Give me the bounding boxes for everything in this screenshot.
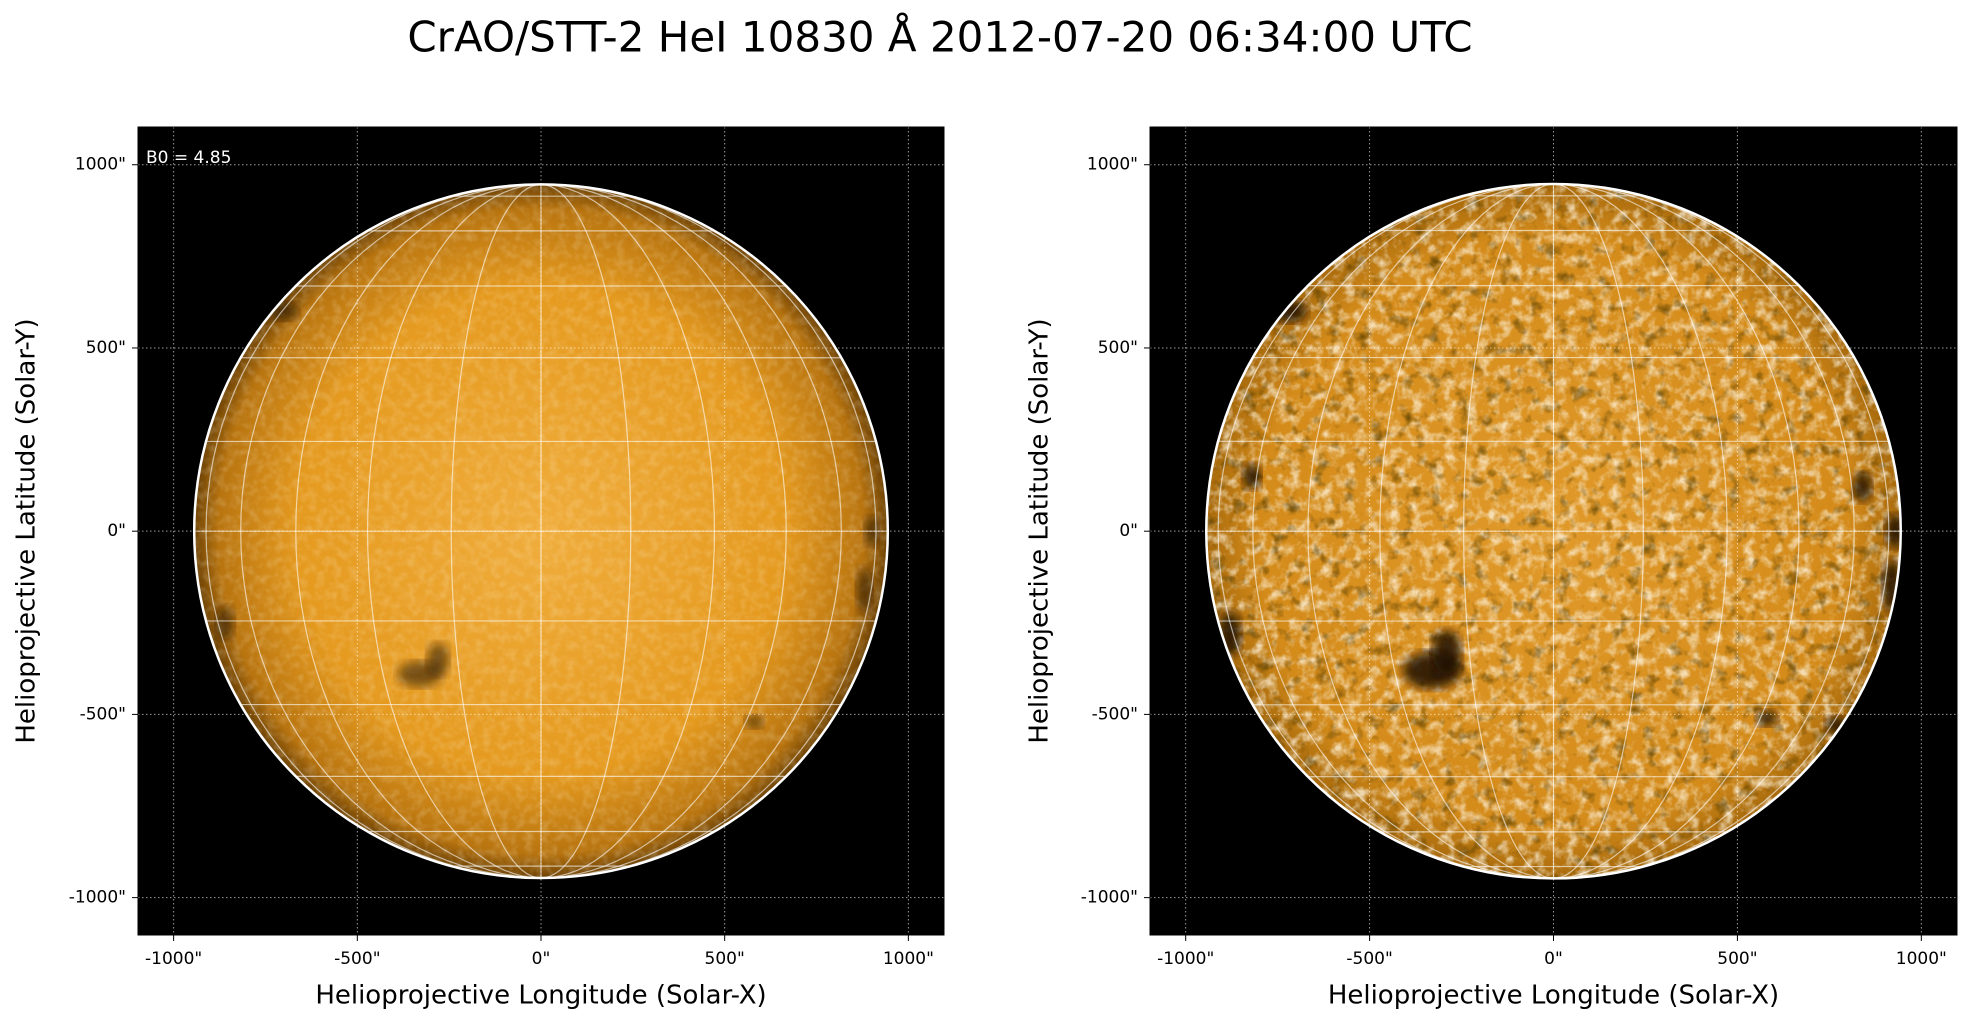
dark-feature [1853, 472, 1872, 502]
x-tick-label: 500" [1717, 949, 1757, 969]
y-tick-label: 500" [1098, 338, 1138, 358]
y-axis-label: Helioprojective Latitude (Solar-Y) [1025, 318, 1055, 743]
x-tick-label: -1000" [1157, 949, 1214, 969]
y-axis-label: Helioprojective Latitude (Solar-Y) [12, 318, 42, 743]
figure-title: CrAO/STT-2 HeI 10830 Å 2012-07-20 06:34:… [407, 12, 1472, 62]
dark-feature [1242, 463, 1262, 490]
x-tick-label: -500" [1346, 949, 1392, 969]
dark-feature [856, 567, 873, 612]
x-tick-label: 0" [532, 949, 551, 969]
y-tick-label: -500" [1092, 704, 1138, 724]
dark-feature [427, 642, 450, 676]
x-tick-label: -500" [334, 949, 380, 969]
y-tick-label: 1000" [75, 155, 126, 175]
dark-feature [1432, 630, 1462, 675]
y-tick-label: -500" [80, 704, 126, 724]
y-tick-label: 0" [107, 521, 126, 541]
axes-frame [137, 126, 945, 936]
x-tick-label: 1000" [883, 949, 934, 969]
x-tick-label: 0" [1544, 949, 1563, 969]
axes: -1000" -500" 0" 500" 1000" -1000" -500" 0" 500" 1… [12, 126, 945, 1011]
x-axis-label: Helioprojective Longitude (Solar-X) [1328, 981, 1779, 1011]
dark-feature [1755, 709, 1778, 727]
y-tick-label: -1000" [69, 888, 126, 908]
x-axis-label: Helioprojective Longitude (Solar-X) [315, 981, 766, 1011]
x-tick-label: -1000" [145, 949, 202, 969]
y-tick-label: -1000" [1081, 888, 1138, 908]
y-tick-label: 500" [86, 338, 126, 358]
axes-frame [1149, 126, 1958, 936]
x-tick-label: 500" [705, 949, 745, 969]
dark-feature [744, 715, 764, 729]
y-tick-label: 1000" [1087, 155, 1138, 175]
x-tick-label: 1000" [1896, 949, 1947, 969]
dark-feature [215, 606, 235, 640]
axes: -1000" -500" 0" 500" 1000" -1000" -500" 0" 500" 1… [1025, 126, 1958, 1011]
y-tick-label: 0" [1119, 521, 1138, 541]
annotation: B0 = 4.85 [146, 148, 231, 168]
